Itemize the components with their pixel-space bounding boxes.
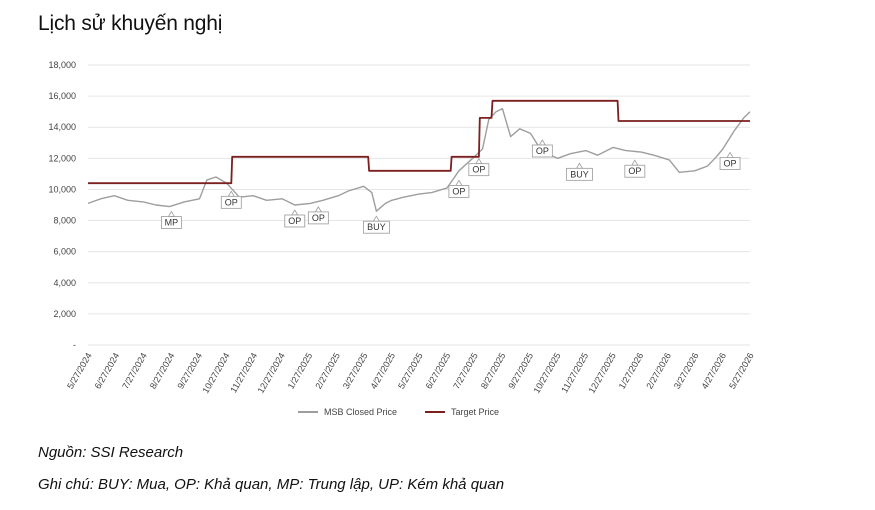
x-tick-label: 2/27/2025 — [313, 351, 342, 391]
x-tick-label: 7/27/2025 — [451, 351, 480, 391]
y-tick-label: 16,000 — [48, 91, 76, 101]
callout-pointer — [291, 209, 299, 216]
callout-pointer — [631, 159, 639, 166]
x-tick-label: 6/27/2024 — [93, 351, 122, 391]
y-tick-label: 4,000 — [53, 278, 76, 288]
callout-box — [220, 195, 242, 209]
callout-label: OP — [312, 213, 325, 223]
callout-buy: BUY — [566, 162, 593, 181]
callout-label: OP — [724, 158, 737, 168]
callout-pointer — [475, 157, 483, 165]
x-tick-label: 10/27/2025 — [531, 351, 562, 395]
x-tick-label: 5/27/2025 — [396, 351, 425, 391]
callout-pointer — [372, 215, 381, 222]
y-tick-label: - — [73, 340, 76, 350]
x-tick-label: 3/27/2025 — [341, 351, 370, 391]
legend-item-target-price: Target Price — [425, 407, 499, 417]
x-tick-label: 3/27/2026 — [672, 351, 701, 391]
x-tick-label: 11/27/2024 — [228, 351, 259, 394]
y-tick-label: 14,000 — [48, 122, 76, 132]
callout-pointer — [575, 162, 584, 169]
x-tick-label: 4/27/2025 — [368, 351, 397, 391]
x-tick-label: 12/27/2024 — [256, 351, 287, 395]
callout-box — [284, 214, 306, 228]
y-axis-ticks: - 2,000 4,000 6,000 8,000 10,000 12,000 14,000 1… — [48, 60, 76, 350]
callout-label: OP — [288, 216, 301, 226]
callout-box — [362, 220, 390, 234]
y-tick-label: 12,000 — [48, 153, 76, 163]
callout-op: OP — [448, 179, 470, 198]
callout-box — [448, 185, 470, 198]
grid-lines — [88, 64, 750, 346]
callout-op: OP — [719, 151, 741, 170]
x-axis-ticks: 5/27/20246/27/20247/27/20248/27/20249/27… — [65, 351, 756, 395]
callout-label: OP — [628, 166, 641, 176]
x-tick-label: 1/27/2026 — [617, 351, 646, 391]
callout-op: OP — [468, 157, 490, 177]
callout-buy: BUY — [362, 215, 390, 234]
x-tick-label: 10/27/2024 — [200, 351, 231, 395]
callout-box — [531, 144, 553, 158]
callout-label: OP — [452, 186, 465, 196]
series-line-msb-closed-price — [87, 107, 751, 212]
x-tick-label: 6/27/2025 — [424, 351, 453, 391]
x-tick-label: 9/27/2024 — [175, 351, 204, 391]
legend-item-msb-closed-price: MSB Closed Price — [298, 407, 397, 417]
y-tick-label: 2,000 — [53, 309, 76, 319]
x-tick-label: 8/27/2025 — [479, 351, 508, 391]
callout-op: OP — [531, 139, 553, 158]
page-title: Lịch sử khuyến nghị — [38, 12, 223, 35]
callout-op: OP — [624, 159, 646, 178]
x-tick-label: 7/27/2024 — [120, 351, 149, 391]
callout-op: OP — [307, 206, 329, 225]
callout-op: OP — [284, 209, 306, 228]
x-tick-label: 5/27/2024 — [65, 351, 94, 391]
series-lines — [87, 99, 751, 212]
x-tick-label: 8/27/2024 — [148, 351, 177, 391]
x-tick-label: 1/27/2025 — [286, 351, 315, 391]
callout-label: OP — [536, 146, 549, 156]
x-tick-label: 4/27/2026 — [699, 351, 728, 391]
callout-label: OP — [225, 197, 238, 207]
callout-pointer — [167, 210, 176, 217]
recommendation-callouts: MP OP OP OP BUY OP OP OP BUY OP OP — [161, 139, 741, 234]
source-note: Nguồn: SSI Research — [38, 444, 184, 461]
legend-label: Target Price — [451, 407, 499, 417]
x-tick-label: 2/27/2026 — [644, 351, 673, 391]
callout-label: BUY — [570, 169, 589, 179]
callout-mp: MP — [161, 210, 182, 229]
callout-label: MP — [165, 218, 179, 228]
callout-pointer — [455, 179, 463, 186]
callout-label: BUY — [367, 222, 386, 232]
callout-pointer — [227, 190, 235, 197]
callout-box — [161, 216, 182, 229]
x-tick-label: 9/27/2025 — [506, 351, 535, 391]
callout-label: OP — [472, 165, 485, 175]
rating-legend-note: Ghi chú: BUY: Mua, OP: Khả quan, MP: Tru… — [38, 476, 505, 493]
callout-box — [468, 163, 490, 177]
x-tick-label: 11/27/2025 — [559, 351, 590, 394]
legend: MSB Closed Price Target Price — [298, 407, 499, 417]
callout-box — [566, 167, 593, 181]
callout-op: OP — [220, 190, 242, 209]
callout-box — [719, 157, 741, 170]
legend-label: MSB Closed Price — [324, 407, 397, 417]
series-line-target-price — [88, 99, 750, 185]
price-chart: - 2,000 4,000 6,000 8,000 10,000 12,000 14,000 1… — [48, 60, 756, 417]
x-tick-label: 5/27/2026 — [727, 351, 756, 391]
y-tick-label: 10,000 — [48, 184, 76, 194]
callout-box — [624, 164, 646, 178]
y-tick-label: 18,000 — [48, 60, 76, 70]
callout-box — [307, 211, 329, 225]
x-tick-label: 12/27/2025 — [587, 351, 618, 395]
callout-pointer — [314, 206, 323, 213]
callout-pointer — [726, 151, 734, 158]
y-tick-label: 6,000 — [53, 247, 76, 257]
y-tick-label: 8,000 — [53, 216, 76, 226]
callout-pointer — [538, 139, 547, 146]
